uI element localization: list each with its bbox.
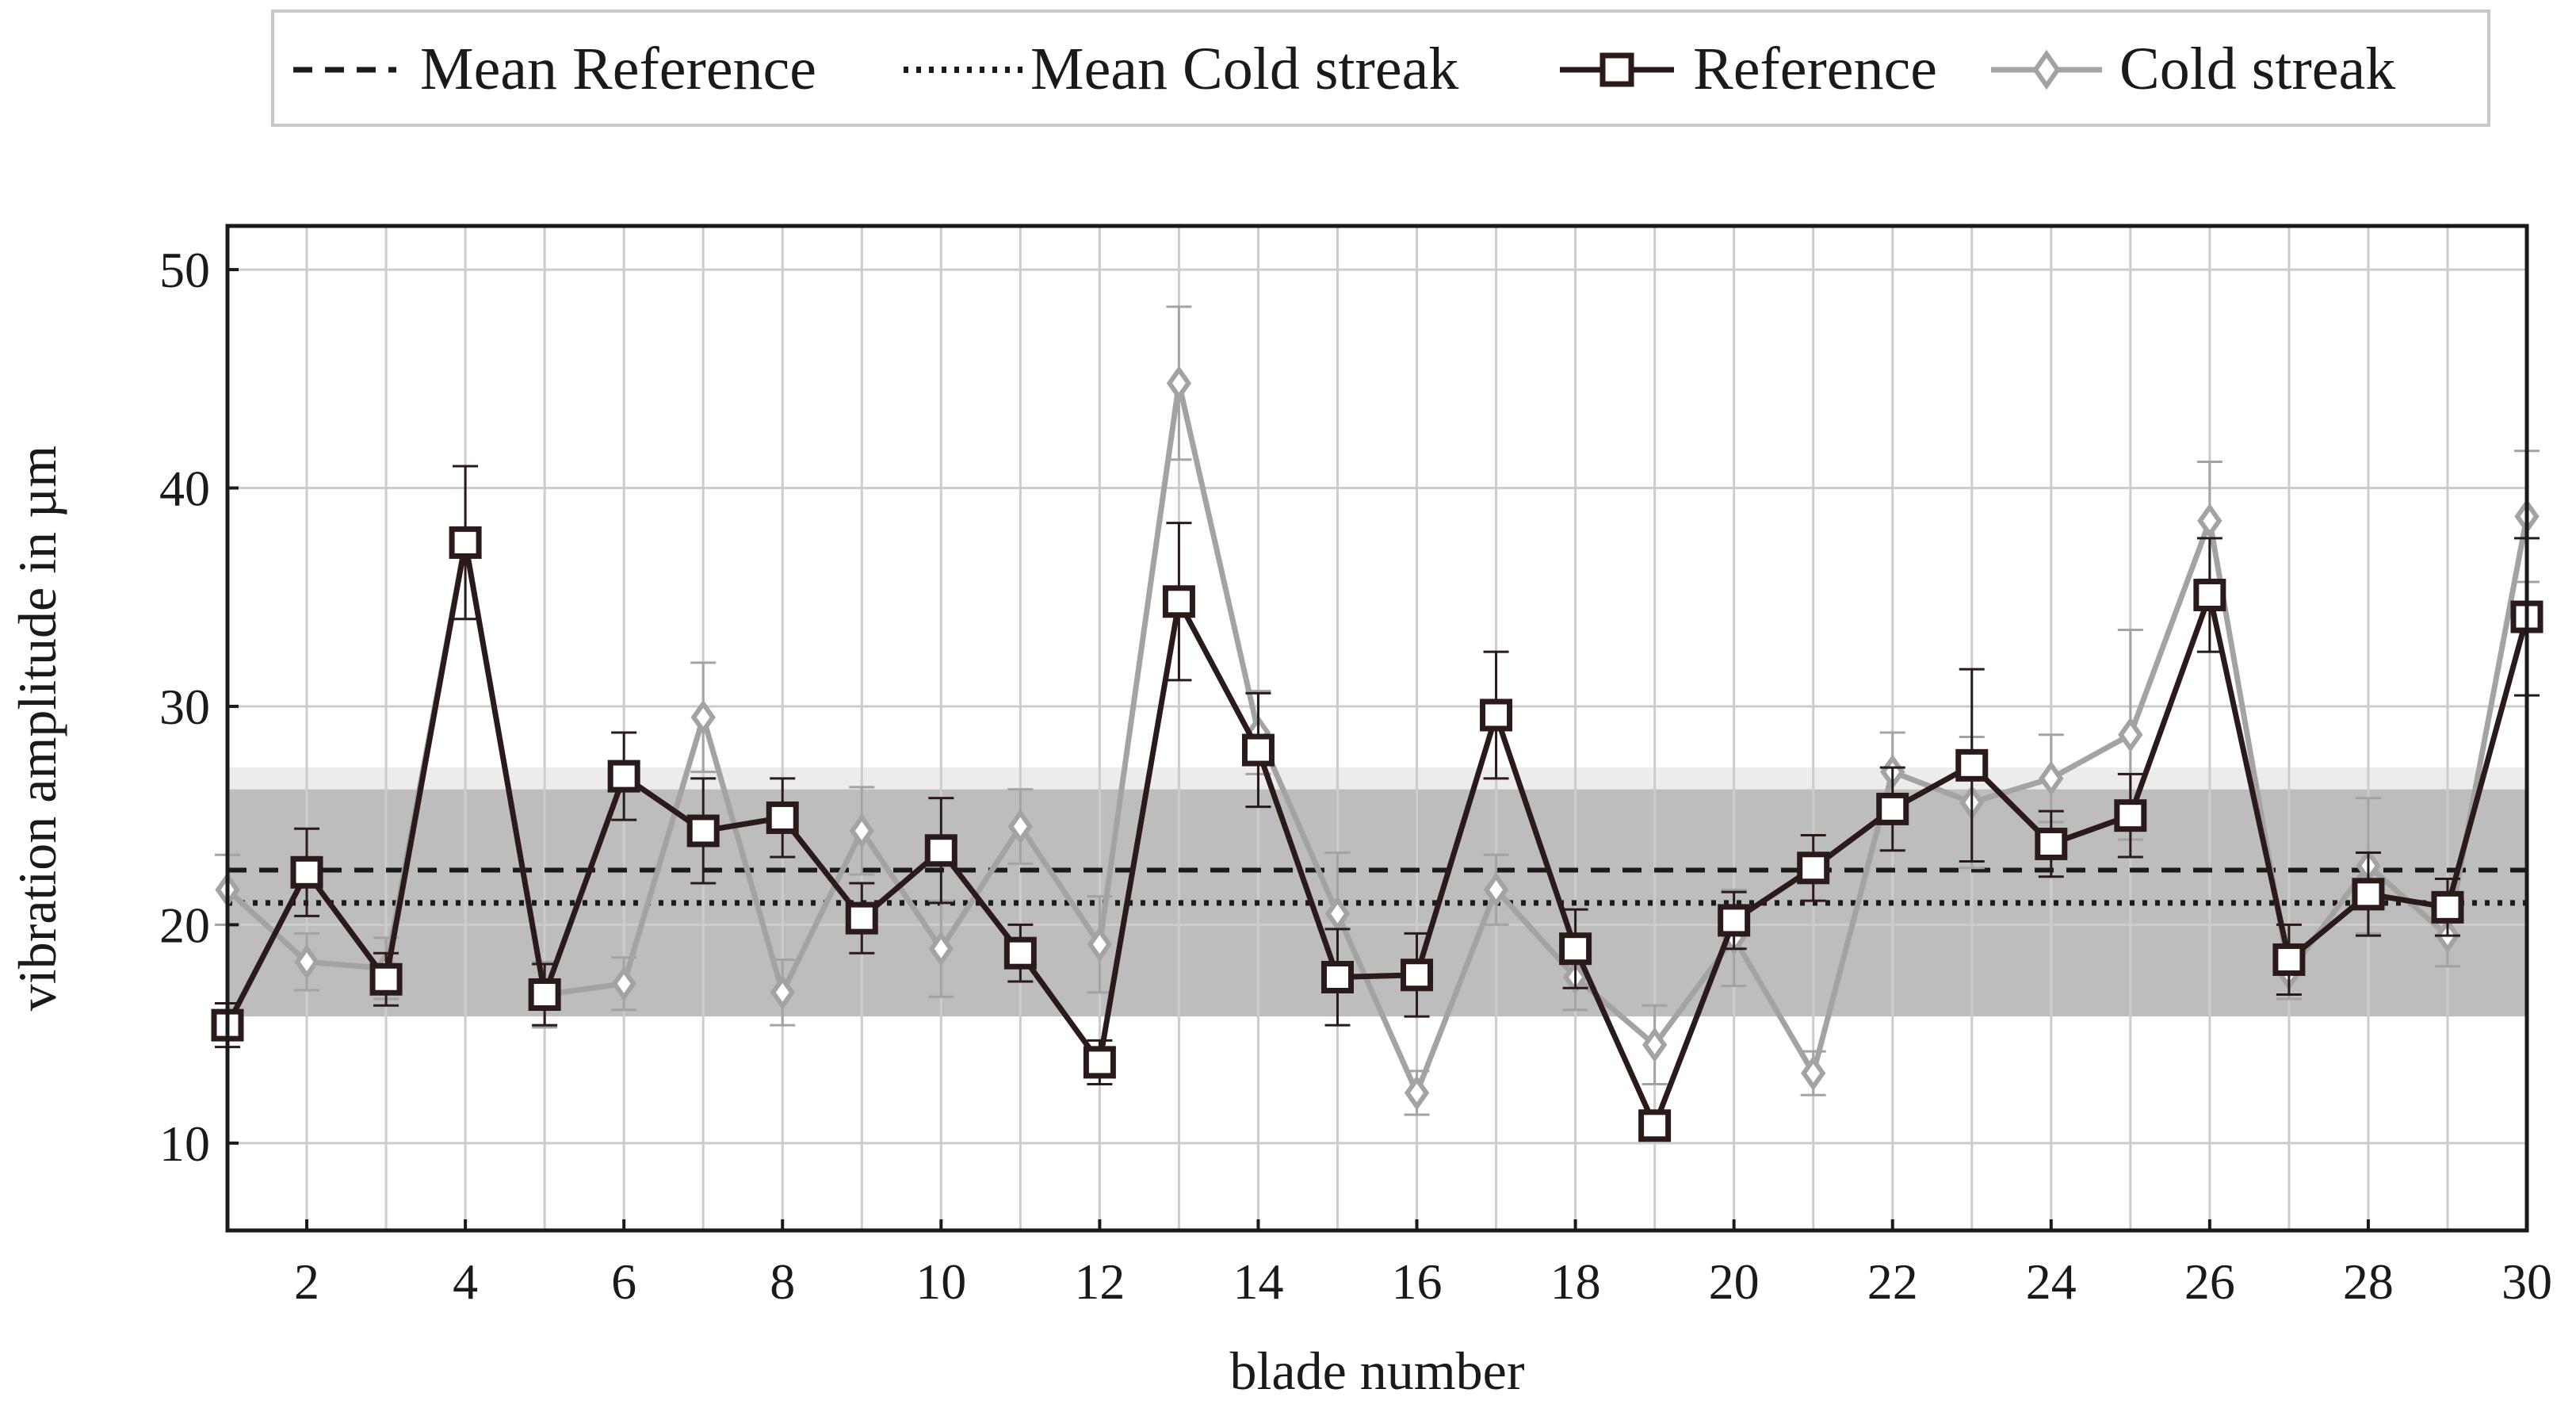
cold-streak-point [1483, 872, 1509, 908]
y-tick-label: 50 [159, 242, 210, 298]
legend-cold-streak-label: Cold streak [2119, 36, 2395, 102]
x-tick-label: 2 [294, 1253, 319, 1310]
reference-point [449, 526, 482, 559]
cold-streak-point [1642, 1027, 1668, 1063]
legend: Mean Reference Mean Cold streak Referenc… [271, 10, 2490, 127]
cold-streak-point [2118, 717, 2143, 752]
reference-point [1718, 904, 1751, 937]
legend-cold-streak-marker [2032, 49, 2061, 90]
reference-point [1638, 1109, 1672, 1142]
reference-point [845, 901, 878, 935]
cold-streak-point [1166, 365, 1192, 401]
cold-streak-point [1404, 1075, 1430, 1111]
reference-point [2114, 799, 2147, 832]
legend-reference-marker [1599, 52, 1634, 87]
legend-mean-cold-streak-label: Mean Cold streak [1030, 36, 1458, 102]
cold-streak-point [690, 699, 716, 735]
cold-streak-point [1801, 1055, 1826, 1091]
plot-frame [225, 224, 2529, 1233]
reference-point [1320, 960, 1354, 993]
reference-point [1083, 1046, 1116, 1079]
x-tick-label: 4 [453, 1253, 478, 1310]
reference-point [1955, 748, 1989, 782]
reference-point [2035, 827, 2068, 860]
y-tick-label: 40 [159, 461, 210, 517]
cold-streak-point [1007, 809, 1034, 844]
x-tick-label: 30 [2501, 1253, 2552, 1310]
x-axis-title: blade number [1230, 1341, 1525, 1401]
x-tick-label: 26 [2184, 1253, 2235, 1310]
cold-streak-point [294, 944, 319, 980]
reference-point [290, 855, 323, 889]
x-tick-label: 24 [2026, 1253, 2077, 1310]
reference-point [1559, 932, 1592, 966]
x-tick-label: 10 [915, 1253, 966, 1310]
x-tick-label: 14 [1233, 1253, 1283, 1310]
cold-streak-point [1087, 926, 1113, 962]
cold-streak-point [849, 813, 874, 849]
cold-streak-series-line [225, 380, 2530, 1096]
reference-point [528, 978, 561, 1012]
reference-point [2272, 943, 2306, 976]
reference-point [1797, 851, 1830, 885]
cold-streak-point [611, 966, 636, 1001]
x-tick-label: 20 [1709, 1253, 1760, 1310]
reference-point [686, 814, 720, 848]
y-axis-title: vibration amplitude in µm [7, 446, 67, 1011]
reference-point [1162, 585, 1195, 618]
reference-point [369, 962, 403, 996]
x-tick-label: 12 [1074, 1253, 1125, 1310]
x-tick-label: 22 [1867, 1253, 1918, 1310]
x-tick-label: 6 [611, 1253, 636, 1310]
reference-point [2352, 878, 2385, 911]
reference-point [1241, 733, 1275, 767]
reference-point [1480, 698, 1513, 732]
cold-streak-point [928, 931, 954, 966]
x-tick-label: 18 [1550, 1253, 1601, 1310]
y-tick-label: 10 [159, 1115, 210, 1172]
cold-streak-point [770, 974, 795, 1010]
legend-frame [271, 10, 2490, 127]
reference-point [2431, 890, 2464, 924]
y-tick-label: 20 [159, 897, 210, 953]
x-tick-label: 28 [2343, 1253, 2394, 1310]
legend-reference-label: Reference [1693, 36, 1937, 102]
reference-point [2193, 578, 2226, 611]
reference-series-line [224, 539, 2530, 1129]
reference-point [607, 760, 640, 793]
x-tick-label: 16 [1392, 1253, 1443, 1310]
x-tick-label: 8 [770, 1253, 795, 1310]
cold-streak-point [2197, 503, 2222, 539]
reference-point [1876, 792, 1909, 825]
reference-point [1003, 936, 1037, 970]
reference-point [766, 801, 799, 834]
reference-point [924, 834, 957, 867]
cold-streak-point [1324, 896, 1351, 932]
y-tick-label: 30 [159, 679, 210, 735]
cold-streak-point [2039, 760, 2064, 797]
legend-mean-reference-label: Mean Reference [420, 36, 816, 102]
reference-point [1401, 959, 1434, 992]
